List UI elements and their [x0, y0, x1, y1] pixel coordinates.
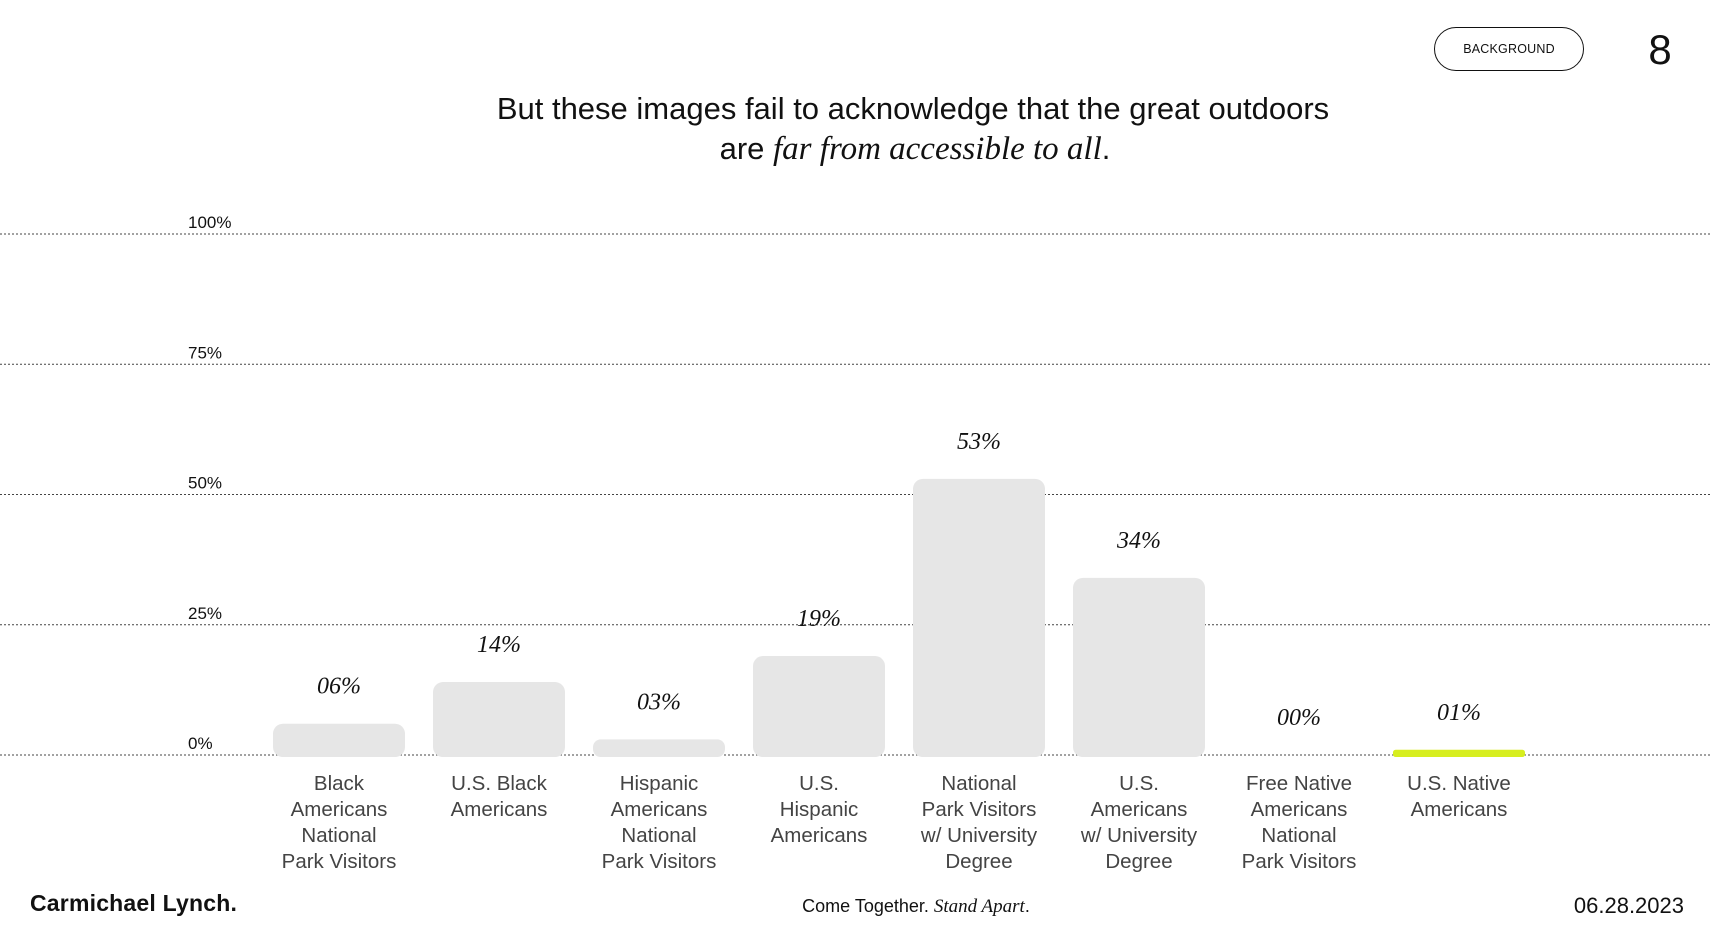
footer-date: 06.28.2023 — [1573, 893, 1684, 918]
category-label: U.S. Hispanic Americans — [771, 772, 868, 847]
y-tick-label: 100% — [188, 213, 231, 232]
bar-value-label: 14% — [477, 632, 521, 658]
tagline-suffix: . — [1024, 896, 1030, 916]
category-label-line: U.S. Black — [451, 772, 547, 795]
y-tick-label: 25% — [188, 604, 222, 623]
headline-prefix: are — [719, 131, 774, 166]
category-label: Free Native Americans National Park Visitor… — [1242, 772, 1357, 873]
category-label: Black Americans National Park Visitors — [282, 772, 397, 873]
bar-value-label: 00% — [1277, 705, 1321, 731]
category-label: National Park Visitors w/ University Degree — [920, 772, 1038, 873]
category-label-line: Black — [314, 772, 365, 795]
bar — [753, 656, 885, 757]
category-label-line: Americans — [771, 824, 868, 847]
brand-logo: Carmichael Lynch. — [30, 890, 238, 916]
footer-tagline: Come Together. Stand Apart. — [0, 896, 1710, 918]
bar — [593, 739, 725, 757]
category-label: U.S. Americans w/ University Degree — [1080, 772, 1198, 873]
bar-value-label: 34% — [1116, 528, 1161, 554]
bar — [913, 478, 1045, 757]
headline-line-1: But these images fail to acknowledge tha… — [496, 91, 1330, 126]
headline-suffix: . — [1101, 131, 1111, 166]
category-label-line: U.S. — [799, 772, 839, 795]
bar-value-label: 06% — [317, 674, 361, 700]
bar-value-label: 03% — [637, 689, 681, 715]
category-label-line: National — [301, 824, 376, 847]
page-number: 8 — [1648, 26, 1672, 73]
category-label-line: Park Visitors — [1242, 850, 1357, 873]
y-tick-label: 50% — [188, 474, 222, 493]
bar — [1393, 749, 1525, 757]
bar — [433, 682, 565, 757]
y-tick-label: 75% — [188, 343, 222, 362]
category-label-line: U.S. Native — [1407, 772, 1511, 795]
bar-value-label: 53% — [957, 429, 1001, 455]
category-label-line: Americans — [451, 798, 548, 821]
bar — [1073, 577, 1205, 757]
category-label: U.S. Native Americans — [1407, 772, 1511, 821]
category-label-line: Americans — [1411, 798, 1508, 821]
category-label-line: Americans — [291, 798, 388, 821]
category-label-line: Hispanic — [780, 798, 859, 821]
category-label-line: w/ University — [920, 824, 1038, 847]
category-label-line: Park Visitors — [922, 798, 1037, 821]
tagline-emphasis: Stand Apart — [933, 896, 1025, 917]
category-label-line: w/ University — [1080, 824, 1198, 847]
category-label-line: Americans — [611, 798, 708, 821]
category-label-line: Park Visitors — [602, 850, 717, 873]
headline-emphasis: far from accessible to all — [773, 131, 1102, 167]
category-label-line: Americans — [1091, 798, 1188, 821]
category-label-line: National — [941, 772, 1016, 795]
category-label-line: Free Native — [1246, 772, 1352, 795]
category-label-line: Americans — [1251, 798, 1348, 821]
category-label-line: U.S. — [1119, 772, 1159, 795]
category-label-line: National — [1261, 824, 1336, 847]
bar-value-label: 19% — [797, 606, 841, 632]
tagline-prefix: Come Together. — [802, 896, 934, 916]
category-label-line: Hispanic — [620, 772, 699, 795]
bar — [273, 723, 405, 757]
bar-value-label: 01% — [1437, 700, 1481, 726]
category-label: Hispanic Americans National Park Visitors — [602, 772, 717, 873]
y-tick-label: 0% — [188, 734, 213, 753]
category-label-line: National — [621, 824, 696, 847]
category-label: U.S. Black Americans — [451, 772, 548, 821]
category-label-line: Degree — [1105, 850, 1172, 873]
category-label-line: Degree — [945, 850, 1012, 873]
section-badge: BACKGROUND — [1434, 27, 1584, 71]
headline-line-2: are far from accessible to all. — [0, 129, 1710, 169]
category-label-line: Park Visitors — [282, 850, 397, 873]
